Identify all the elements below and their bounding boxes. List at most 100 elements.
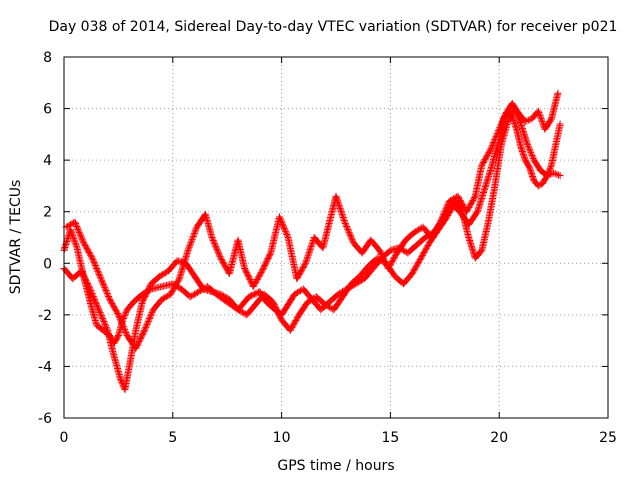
- data-point-marker: [186, 240, 194, 248]
- data-point-marker: [65, 221, 73, 229]
- data-point-marker: [96, 273, 104, 281]
- data-point-marker: [78, 236, 86, 244]
- data-point-marker: [277, 216, 285, 224]
- data-point-marker: [73, 242, 81, 250]
- data-point-marker: [95, 306, 103, 314]
- data-point-marker: [333, 195, 341, 203]
- data-point-marker: [91, 261, 99, 269]
- data-point-marker: [158, 295, 166, 303]
- data-point-marker: [193, 289, 201, 297]
- data-point-marker: [281, 226, 289, 234]
- grid-layer: [64, 57, 608, 418]
- data-point-marker: [477, 248, 485, 256]
- data-point-marker: [212, 244, 220, 252]
- data-point-marker: [491, 134, 499, 142]
- data-point-marker: [339, 212, 347, 220]
- data-point-marker: [76, 230, 84, 238]
- data-point-marker: [147, 312, 155, 320]
- data-point-marker: [337, 206, 345, 214]
- y-tick-label: -4: [38, 359, 52, 375]
- data-point-marker: [373, 254, 381, 262]
- data-point-marker: [99, 315, 107, 323]
- data-point-marker: [348, 234, 356, 242]
- x-tick-label: 25: [599, 430, 617, 446]
- data-point-marker: [90, 259, 98, 267]
- data-point-marker: [308, 295, 316, 303]
- data-point-marker: [321, 301, 329, 309]
- data-point-marker: [529, 155, 537, 163]
- data-point-marker: [527, 148, 535, 156]
- data-point-marker: [307, 244, 315, 252]
- data-point-marker: [141, 325, 149, 333]
- data-point-marker: [303, 256, 311, 264]
- data-point-marker: [159, 295, 167, 303]
- data-point-marker: [162, 293, 170, 301]
- x-tick-label: 5: [168, 430, 177, 446]
- data-point-marker: [192, 225, 200, 233]
- data-point-marker: [308, 240, 316, 248]
- data-point-marker: [98, 278, 106, 286]
- data-point-marker: [185, 243, 193, 251]
- data-point-marker: [120, 324, 128, 332]
- data-point-marker: [294, 289, 302, 297]
- data-point-marker: [94, 303, 102, 311]
- y-tick-label: 2: [43, 205, 52, 221]
- data-point-marker: [340, 217, 348, 225]
- data-point-marker: [495, 127, 503, 135]
- data-point-marker: [279, 222, 287, 230]
- data-point-marker: [68, 230, 76, 238]
- data-point-marker: [97, 310, 105, 318]
- data-point-marker: [87, 287, 95, 295]
- data-point-marker: [95, 269, 103, 277]
- data-point-marker: [523, 141, 531, 149]
- data-point-marker: [266, 250, 274, 258]
- data-point-marker: [439, 212, 447, 220]
- data-point-marker: [144, 317, 152, 325]
- data-point-marker: [279, 220, 287, 228]
- data-point-marker: [160, 270, 168, 278]
- data-point-marker: [438, 214, 446, 222]
- data-point-marker: [546, 170, 554, 178]
- data-point-marker: [70, 236, 78, 244]
- data-point-marker: [164, 292, 172, 300]
- data-point-marker: [192, 289, 200, 297]
- data-point-marker: [122, 329, 130, 337]
- data-point-marker: [94, 304, 102, 312]
- data-point-marker: [90, 295, 98, 303]
- data-point-marker: [497, 122, 505, 130]
- data-point-marker: [188, 236, 196, 244]
- data-point-marker: [90, 294, 98, 302]
- data-point-marker: [144, 319, 152, 327]
- data-point-marker: [538, 118, 546, 126]
- data-point-marker: [442, 205, 450, 213]
- data-point-marker: [341, 220, 349, 228]
- data-point-marker: [93, 266, 101, 274]
- data-point-marker: [303, 255, 311, 263]
- data-point-marker: [306, 247, 314, 255]
- data-point-marker: [277, 217, 285, 225]
- data-point-marker: [421, 234, 429, 241]
- data-point-marker: [448, 196, 456, 204]
- data-point-marker: [95, 307, 103, 315]
- y-axis-label: SDTVAR / TECUs: [8, 180, 24, 295]
- data-point-marker: [282, 228, 290, 236]
- data-point-marker: [145, 315, 153, 323]
- data-point-marker: [71, 218, 79, 226]
- data-point-marker: [121, 312, 129, 320]
- data-point-marker: [450, 195, 458, 203]
- y-tick-label: 4: [43, 153, 52, 169]
- data-point-marker: [73, 224, 81, 232]
- data-point-marker: [280, 225, 288, 233]
- data-point-marker: [209, 235, 217, 243]
- data-point-marker: [116, 314, 124, 322]
- data-point-marker: [103, 325, 111, 333]
- data-point-marker: [490, 138, 498, 146]
- data-point-marker: [99, 281, 107, 289]
- data-point-marker: [306, 246, 314, 254]
- data-point-marker: [92, 263, 100, 271]
- data-point-marker: [412, 227, 420, 235]
- data-point-marker: [210, 239, 218, 247]
- data-point-marker: [336, 204, 344, 212]
- data-point-marker: [92, 298, 100, 306]
